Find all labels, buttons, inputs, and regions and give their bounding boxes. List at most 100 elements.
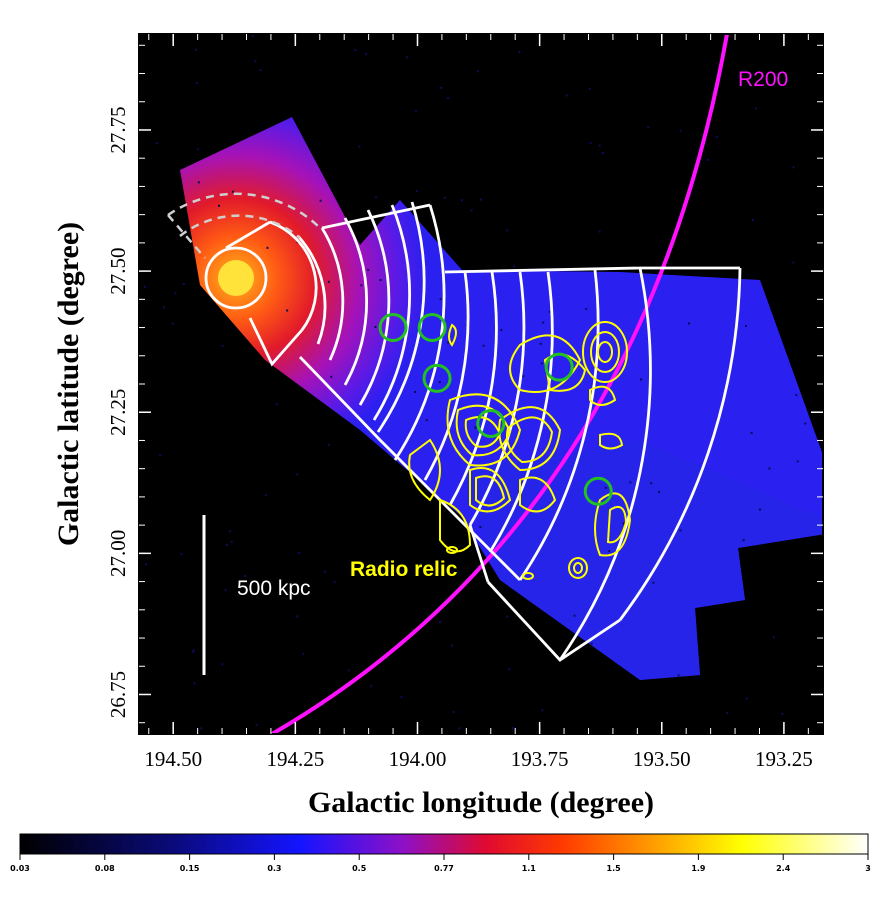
noise-dot	[319, 199, 322, 202]
noise-dot	[438, 381, 441, 384]
noise-dot	[221, 663, 224, 666]
noise-dot	[192, 649, 195, 652]
noise-dot	[370, 685, 373, 688]
noise-dot	[451, 644, 454, 647]
noise-dot	[589, 141, 592, 144]
noise-dot	[217, 204, 220, 207]
noise-dot	[197, 181, 200, 184]
colorbar-tick-label: 1.5	[607, 864, 622, 873]
noise-dot	[679, 529, 682, 532]
noise-dot	[541, 709, 544, 712]
colorbar-tick-label: 1.9	[691, 864, 706, 873]
noise-dot	[323, 570, 326, 573]
noise-dot	[193, 682, 196, 685]
noise-dot	[229, 530, 232, 533]
noise-dot	[511, 726, 514, 729]
noise-dot	[792, 261, 795, 264]
noise-dot	[254, 60, 257, 63]
noise-dot	[413, 390, 416, 393]
noise-dot	[275, 403, 278, 406]
noise-dot	[585, 307, 588, 310]
point-source-circle	[417, 313, 447, 343]
colorbar-tick-label: 0.15	[180, 864, 200, 873]
x-axis: 194.50 194.25 194.00 193.75 193.50 193.25	[144, 34, 813, 771]
background-noise	[143, 34, 807, 730]
radio-contours	[408, 321, 632, 580]
noise-dot	[476, 70, 479, 73]
point-source-circle	[476, 409, 506, 439]
noise-dot	[264, 494, 267, 497]
noise-dot	[414, 110, 417, 113]
noise-dot	[327, 280, 330, 283]
noise-dot	[400, 696, 403, 699]
noise-dot	[255, 723, 258, 726]
noise-dot	[244, 574, 247, 577]
noise-dot	[230, 540, 233, 543]
noise-dot	[752, 219, 755, 222]
point-source-circle	[544, 352, 574, 382]
noise-dot	[726, 711, 729, 714]
point-source-circle	[583, 476, 613, 506]
noise-dot	[754, 107, 757, 110]
noise-dot	[513, 265, 516, 268]
noise-dot	[508, 668, 511, 671]
radio-relic-label: Radio relic	[350, 558, 458, 581]
x-tick-label: 193.50	[633, 747, 691, 771]
noise-dot	[226, 543, 229, 546]
noise-dot	[742, 539, 745, 542]
noise-dot	[440, 86, 443, 89]
noise-dot	[639, 378, 642, 381]
noise-dot	[347, 669, 350, 672]
noise-dot	[439, 620, 442, 623]
noise-dot	[171, 322, 174, 325]
noise-dot	[768, 467, 771, 470]
noise-dot	[232, 190, 235, 193]
noise-dot	[439, 298, 442, 301]
noise-dot	[652, 581, 655, 584]
sector-grid	[204, 201, 742, 662]
colorbar	[19, 833, 869, 855]
background-sector	[167, 192, 321, 259]
y-tick-label: 27.25	[106, 389, 130, 436]
noise-dot	[480, 198, 483, 201]
noise-dot	[452, 710, 455, 713]
noise-dot	[608, 550, 611, 553]
noise-dot	[573, 614, 576, 617]
xray-strip-faint	[460, 440, 823, 680]
colorbar-tick-label: 0.5	[352, 864, 367, 873]
noise-dot	[144, 563, 147, 566]
noise-dot	[296, 615, 299, 618]
noise-dot	[194, 48, 197, 51]
noise-dot	[500, 329, 503, 332]
noise-dot	[658, 490, 661, 493]
noise-dot	[482, 344, 485, 347]
noise-dot	[679, 129, 682, 132]
noise-dot	[548, 310, 551, 313]
noise-dot	[506, 615, 509, 618]
noise-dot	[360, 284, 363, 287]
colorbar-tick-label: 2.4	[776, 864, 791, 873]
noise-dot	[155, 142, 158, 145]
noise-dot	[598, 144, 601, 147]
noise-dot	[224, 589, 227, 592]
noise-dot	[647, 126, 650, 129]
noise-dot	[796, 460, 799, 463]
y-axis-title: Galactic latitude (degree)	[52, 222, 85, 546]
noise-dot	[298, 551, 301, 554]
noise-dot	[781, 712, 784, 715]
y-tick-label: 27.00	[106, 530, 130, 577]
noise-dot	[539, 342, 542, 345]
noise-dot	[200, 727, 203, 730]
x-tick-label: 193.75	[511, 747, 569, 771]
noise-dot	[443, 196, 446, 199]
noise-dot	[458, 727, 461, 730]
noise-dot	[479, 525, 482, 528]
noise-dot	[622, 522, 625, 525]
core-circle	[204, 246, 268, 310]
noise-dot	[330, 375, 333, 378]
noise-dot	[259, 69, 262, 72]
noise-dot	[405, 56, 408, 59]
noise-dot	[598, 230, 601, 233]
noise-dot	[415, 190, 418, 193]
y-axis: 26.75 27.00 27.25 27.50 27.75	[106, 44, 823, 724]
